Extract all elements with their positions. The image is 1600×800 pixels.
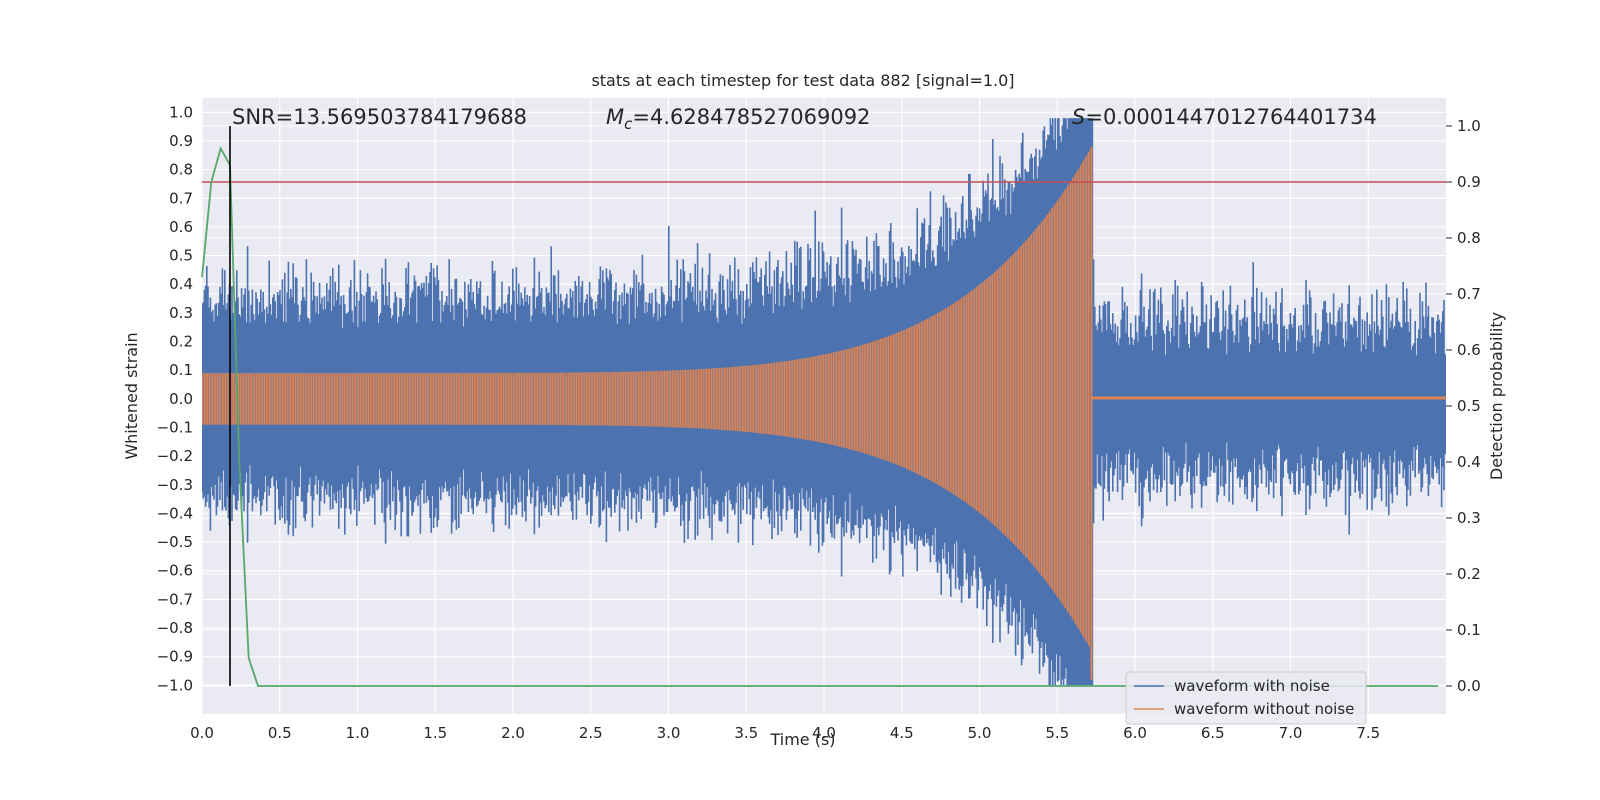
x-axis: 0.0 0.5 1.0 1.5 2.0 2.5 3.0 3.5 4.0 4.5 5.0 5.5 6.0 6… [190,724,1380,742]
chirp-mass-value: =4.628478527069092 [632,105,870,129]
x-tick-label: 3.0 [657,724,681,742]
x-tick-label: 1.5 [423,724,447,742]
x-tick-label: 7.0 [1279,724,1303,742]
y2-tick-label: 0.9 [1457,173,1481,191]
y-tick-label: −0.8 [157,619,193,637]
y2-tick-label: 0.4 [1457,453,1481,471]
y-tick-label: −0.5 [157,533,193,551]
x-tick-label: 3.5 [734,724,758,742]
y2-tick-label: 0.3 [1457,509,1481,527]
snr-annotation: SNR=13.569503784179688 [232,105,527,129]
y-tick-label: −0.4 [157,504,193,522]
series-waveform-without-noise [202,146,1446,680]
x-tick-label: 7.5 [1356,724,1380,742]
y-tick-label: −0.9 [157,648,193,666]
y2-tick-label: 0.8 [1457,229,1481,247]
y-tick-label: 0.1 [169,361,193,379]
y2-tick-label: 0.1 [1457,621,1481,639]
chirp-mass-subscript: c [624,115,633,133]
x-tick-label: 1.0 [346,724,370,742]
x-tick-label: 4.5 [890,724,914,742]
y-tick-label: −0.6 [157,562,193,580]
y-tick-label: −0.2 [157,447,193,465]
x-tick-label: 0.0 [190,724,214,742]
y-axis-right: 1.0 0.9 0.8 0.7 0.6 0.5 0.4 0.3 0.2 0.1 0.0 [1446,117,1481,695]
y-tick-label: 0.6 [169,218,193,236]
chart-title: stats at each timestep for test data 882… [591,71,1014,90]
s-annotation: S=0.0001447012764401734 [1072,105,1377,129]
s-value: =0.0001447012764401734 [1085,105,1377,129]
y2-tick-label: 0.0 [1457,677,1481,695]
x-tick-label: 2.5 [579,724,603,742]
chirp-mass-symbol: M [606,105,624,129]
x-tick-label: 6.5 [1201,724,1225,742]
y2-tick-label: 1.0 [1457,117,1481,135]
x-tick-label: 5.0 [968,724,992,742]
y-tick-label: 0.7 [169,189,193,207]
y-axis-label: Whitened strain [122,332,141,459]
y2-tick-label: 0.5 [1457,397,1481,415]
y-axis-left: 1.0 0.9 0.8 0.7 0.6 0.5 0.4 0.3 0.2 0.1 0.0 −0.1 −0.… [157,103,193,694]
legend-entry-noise: waveform with noise [1174,677,1330,695]
y2-axis-label: Detection probability [1487,312,1506,480]
y-tick-label: 0.3 [169,304,193,322]
y-tick-label: 0.0 [169,390,193,408]
x-tick-label: 2.0 [501,724,525,742]
x-tick-label: 6.0 [1123,724,1147,742]
clean-trace [202,147,1092,651]
y-tick-label: 0.2 [169,333,193,351]
x-tick-label: 4.0 [812,724,836,742]
y-tick-label: 0.8 [169,161,193,179]
y-tick-label: −1.0 [157,676,193,694]
x-tick-label: 0.5 [268,724,292,742]
y-tick-label: 0.5 [169,247,193,265]
x-axis-label: Time (s) [769,730,835,749]
s-symbol: S [1072,105,1085,129]
y-tick-label: 0.4 [169,275,193,293]
y-tick-label: 1.0 [169,103,193,121]
y2-tick-label: 0.6 [1457,341,1481,359]
chirp-mass-annotation: Mc=4.628478527069092 [606,105,870,133]
series-detection-probability [201,146,1439,687]
y2-tick-label: 0.2 [1457,565,1481,583]
x-tick-label: 5.5 [1045,724,1069,742]
y-tick-label: −0.3 [157,476,193,494]
y-tick-label: 0.9 [169,132,193,150]
y-tick-label: −0.7 [157,590,193,608]
y2-tick-label: 0.7 [1457,285,1481,303]
y-tick-label: −0.1 [157,418,193,436]
legend: waveform with noise waveform without noi… [1125,671,1367,725]
legend-entry-clean: waveform without noise [1174,700,1354,718]
